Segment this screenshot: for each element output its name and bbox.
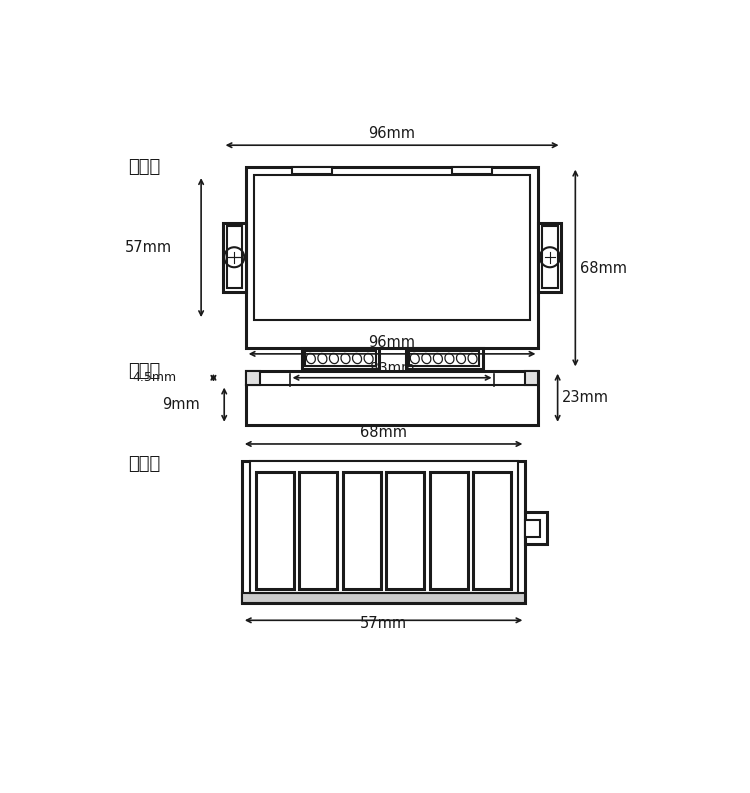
Bar	[538, 223, 562, 292]
Bar	[409, 351, 479, 366]
Bar	[299, 473, 338, 588]
Bar	[250, 461, 518, 596]
Text: 背视图: 背视图	[128, 362, 160, 380]
Ellipse shape	[341, 354, 350, 364]
Ellipse shape	[410, 354, 419, 364]
Bar	[223, 223, 246, 292]
Bar	[246, 167, 538, 347]
Bar	[292, 167, 332, 174]
Text: 57mm: 57mm	[360, 616, 407, 631]
Ellipse shape	[352, 354, 362, 364]
Ellipse shape	[457, 354, 466, 364]
Ellipse shape	[318, 354, 327, 364]
Bar	[256, 473, 294, 588]
Bar	[542, 227, 557, 288]
Bar	[525, 520, 540, 537]
Ellipse shape	[422, 354, 430, 364]
Text: 68mm: 68mm	[580, 261, 627, 275]
Bar	[226, 227, 242, 288]
Bar	[386, 473, 424, 588]
Bar	[430, 473, 468, 588]
Bar	[473, 473, 512, 588]
Text: 23mm: 23mm	[562, 390, 609, 405]
Bar	[242, 461, 525, 603]
Bar	[452, 167, 492, 174]
Bar	[525, 512, 547, 545]
Ellipse shape	[364, 354, 373, 364]
Bar	[246, 371, 538, 425]
Ellipse shape	[329, 354, 338, 364]
Text: 83mm: 83mm	[370, 362, 415, 375]
Ellipse shape	[306, 354, 315, 364]
Bar	[254, 175, 530, 320]
Bar	[304, 351, 376, 366]
Text: 96mm: 96mm	[368, 126, 416, 141]
Text: 57mm: 57mm	[124, 240, 172, 255]
Text: 96mm: 96mm	[368, 335, 416, 350]
Ellipse shape	[445, 354, 454, 364]
Bar	[406, 347, 482, 370]
Text: 4.5mm: 4.5mm	[132, 371, 176, 385]
Text: 俯视图: 俯视图	[128, 158, 160, 175]
Text: 9mm: 9mm	[162, 397, 200, 412]
Text: 68mm: 68mm	[360, 425, 407, 440]
Ellipse shape	[433, 354, 442, 364]
Bar	[524, 371, 538, 385]
Bar	[246, 371, 259, 385]
Bar	[343, 473, 381, 588]
Ellipse shape	[468, 354, 477, 364]
Bar	[302, 347, 379, 370]
Text: 侧视图: 侧视图	[128, 454, 160, 473]
Bar	[242, 592, 525, 603]
